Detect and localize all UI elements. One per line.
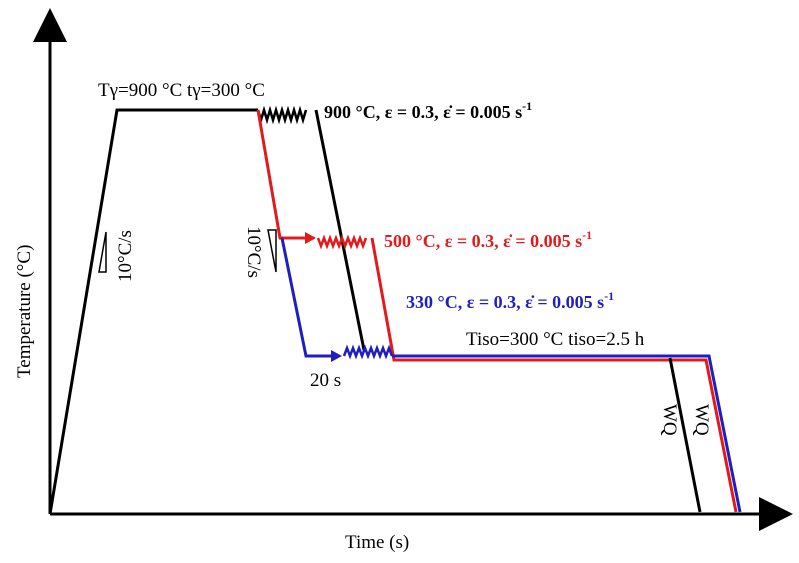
x-axis-label: Time (s) bbox=[345, 532, 409, 553]
cooling-line-500-to-iso bbox=[370, 237, 738, 513]
y-axis-label: Temperature (°C) bbox=[14, 245, 35, 378]
deformation-zigzag-500 bbox=[316, 234, 368, 250]
deformation-zigzag-900 bbox=[256, 105, 308, 125]
hold-time-label: 20 s bbox=[310, 370, 341, 391]
heating-line bbox=[48, 108, 258, 515]
cooling-rate-triangle bbox=[267, 229, 277, 273]
quench-label-1: WQ bbox=[659, 404, 680, 436]
cooling-line-to-500 bbox=[256, 109, 314, 240]
isothermal-line-330 bbox=[392, 354, 742, 513]
austenitize-label: Tγ=900 °C tγ=300 °C bbox=[98, 80, 265, 101]
deformation-zigzag-330 bbox=[342, 344, 394, 360]
arrow-to-500 bbox=[305, 232, 316, 244]
y-axis-arrowhead bbox=[33, 8, 67, 42]
cooling-line-to-330 bbox=[280, 237, 338, 358]
heating-rate-label: 10°C/s bbox=[115, 230, 136, 282]
deformation-330-label: 330 °C, ε = 0.3, ε̇ = 0.005 s-1 bbox=[406, 289, 614, 312]
quench-line-black bbox=[668, 357, 702, 513]
deformation-500-label: 500 °C, ε = 0.3, ε̇ = 0.005 s-1 bbox=[384, 228, 592, 251]
heating-rate-triangle bbox=[98, 231, 107, 273]
arrow-to-330 bbox=[331, 350, 342, 362]
cooling-line-900 bbox=[314, 109, 366, 351]
x-axis-arrowhead bbox=[759, 497, 793, 531]
deformation-900-label: 900 °C, ε = 0.3, ε̇ = 0.005 s-1 bbox=[324, 99, 532, 122]
quench-label-2: WQ bbox=[691, 404, 712, 436]
isothermal-label: Tiso=300 °C tiso=2.5 h bbox=[466, 329, 645, 350]
cooling-rate-label: 10°C/s bbox=[243, 226, 264, 278]
